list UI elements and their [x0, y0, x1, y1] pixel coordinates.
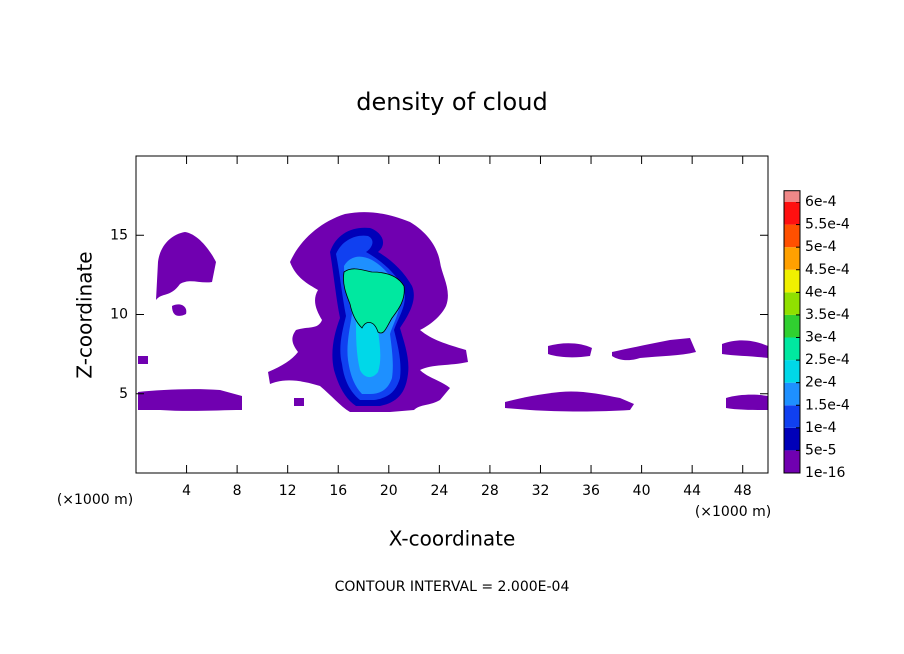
y-tick-label: 10 — [110, 307, 128, 323]
x-tick-label: 4 — [182, 483, 191, 499]
colorbar-label: 2.5e-4 — [805, 352, 850, 368]
x-tick-label: 24 — [430, 483, 448, 499]
contour-region — [343, 268, 405, 334]
colorbar-band — [784, 247, 800, 270]
colorbar-label: 4e-4 — [805, 284, 837, 300]
x-tick-label: 40 — [633, 483, 651, 499]
x-tick-label: 8 — [233, 483, 242, 499]
colorbar-band — [784, 360, 800, 383]
x-tick-label: 20 — [380, 483, 398, 499]
contour-region — [172, 304, 187, 316]
colorbar-label: 5.5e-4 — [805, 217, 850, 233]
y-tick-label: 5 — [119, 386, 128, 402]
contour-region — [726, 394, 768, 410]
contour-region — [138, 389, 242, 411]
colorbar-band — [784, 269, 800, 293]
colorbar-label: 2e-4 — [805, 375, 837, 391]
contour-note: CONTOUR INTERVAL = 2.000E-04 — [335, 579, 570, 595]
x-tick-label: 48 — [734, 483, 752, 499]
colorbar-label: 3e-4 — [805, 330, 837, 346]
colorbar-band — [784, 292, 800, 315]
x-tick-label: 44 — [683, 483, 701, 499]
x-tick-label: 36 — [582, 483, 600, 499]
contour-region — [156, 232, 216, 300]
contour-region — [722, 340, 768, 358]
colorbar-label: 1.5e-4 — [805, 397, 850, 413]
x-unit-label: (×1000 m) — [695, 504, 771, 520]
contour-region — [548, 343, 592, 358]
colorbar-band — [784, 382, 800, 406]
colorbar-band — [784, 337, 800, 361]
colorbar-label: 5e-5 — [805, 442, 836, 458]
colorbar-band — [784, 314, 800, 338]
colorbar-band — [784, 427, 800, 451]
colorbar-label: 6e-4 — [805, 194, 837, 210]
contour-region — [294, 398, 304, 406]
x-tick-label: 28 — [481, 483, 499, 499]
colorbar-label: 1e-16 — [805, 465, 845, 481]
x-tick-label: 12 — [279, 483, 297, 499]
contour-field — [138, 212, 768, 412]
colorbar-label: 3.5e-4 — [805, 307, 850, 323]
colorbar-label: 1e-4 — [805, 420, 837, 436]
x-axis-label: X-coordinate — [389, 527, 516, 551]
colorbar-label: 5e-4 — [805, 239, 837, 255]
contour-region — [505, 391, 634, 412]
x-tick-label: 32 — [532, 483, 550, 499]
colorbar-label: 4.5e-4 — [805, 262, 850, 278]
y-axis-label: Z-coordinate — [73, 251, 97, 378]
colorbar-band — [784, 450, 800, 473]
contour-region — [612, 338, 696, 361]
chart-title: density of cloud — [356, 88, 547, 116]
colorbar-band — [784, 224, 800, 248]
x-unit-label: (×1000 m) — [57, 492, 133, 508]
y-tick-label: 15 — [110, 227, 128, 243]
colorbar-frame — [783, 190, 801, 474]
colorbar-cap — [784, 190, 800, 202]
x-tick-label: 16 — [329, 483, 347, 499]
contour-region — [138, 356, 148, 364]
colorbar-band — [784, 405, 800, 428]
colorbar-band — [784, 202, 800, 225]
